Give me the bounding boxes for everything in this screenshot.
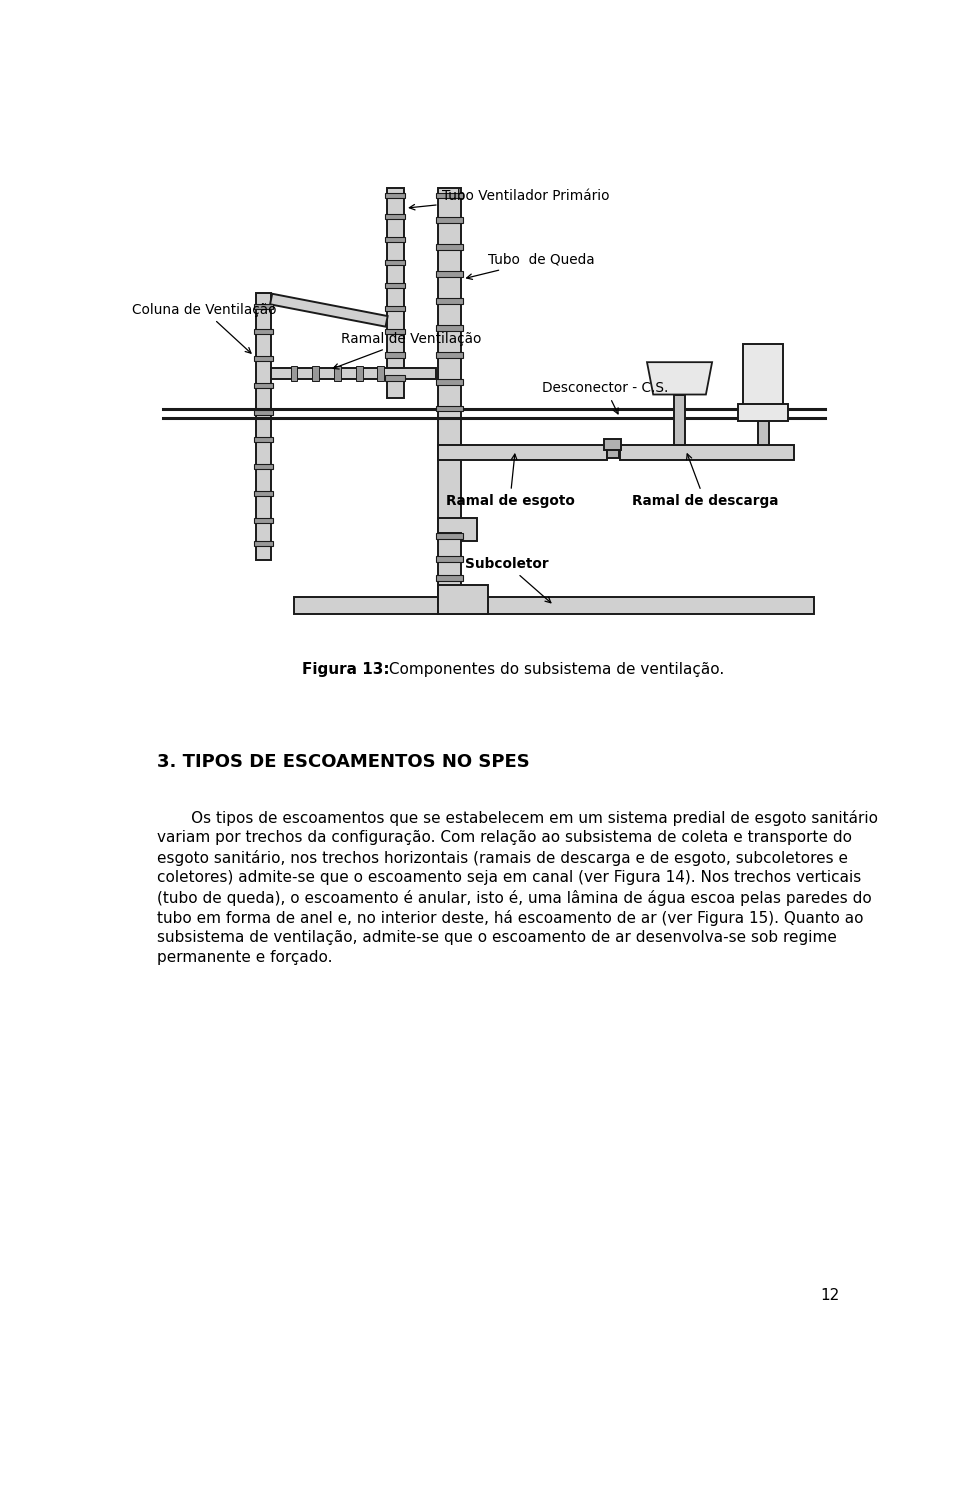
Text: 12: 12 <box>820 1288 839 1303</box>
Bar <box>334 365 341 380</box>
Text: variam por trechos da configuração. Com relação ao subsistema de coleta e transp: variam por trechos da configuração. Com … <box>157 830 852 845</box>
Bar <box>436 352 463 358</box>
Bar <box>438 188 461 534</box>
Bar <box>254 437 273 443</box>
Bar <box>254 517 273 523</box>
Bar <box>271 368 436 379</box>
Text: Coluna de Ventilação: Coluna de Ventilação <box>132 303 276 353</box>
Bar <box>738 404 788 420</box>
Bar <box>674 395 685 444</box>
Text: Desconector - C.S.: Desconector - C.S. <box>542 382 669 414</box>
Bar <box>436 192 463 198</box>
Text: esgoto sanitário, nos trechos horizontais (ramais de descarga e de esgoto, subco: esgoto sanitário, nos trechos horizontai… <box>157 850 849 866</box>
Bar <box>355 365 363 380</box>
Bar <box>385 306 405 312</box>
Text: Tubo Ventilador Primário: Tubo Ventilador Primário <box>409 189 610 210</box>
Text: tubo em forma de anel e, no interior deste, há escoamento de ar (ver Figura 15).: tubo em forma de anel e, no interior des… <box>157 911 864 926</box>
Bar <box>438 586 488 614</box>
Bar <box>387 188 403 398</box>
Bar <box>436 271 463 277</box>
Text: permanente e forçado.: permanente e forçado. <box>157 950 333 966</box>
Text: Componentes do subsistema de ventilação.: Componentes do subsistema de ventilação. <box>383 662 724 677</box>
Bar <box>254 383 273 388</box>
Bar <box>295 596 814 614</box>
Bar <box>436 576 463 581</box>
Text: coletores) admite-se que o escoamento seja em canal (ver Figura 14). Nos trechos: coletores) admite-se que o escoamento se… <box>157 871 861 886</box>
Text: subsistema de ventilação, admite-se que o escoamento de ar desenvolva-se sob reg: subsistema de ventilação, admite-se que … <box>157 930 837 945</box>
Bar <box>254 541 273 546</box>
Bar <box>607 450 619 458</box>
Bar <box>436 218 463 222</box>
Bar <box>436 534 463 538</box>
Text: Ramal de esgoto: Ramal de esgoto <box>445 455 574 508</box>
Bar <box>385 213 405 219</box>
Polygon shape <box>647 362 712 395</box>
Bar <box>436 245 463 250</box>
Bar <box>377 365 384 380</box>
Bar <box>436 298 463 304</box>
Bar <box>254 330 273 334</box>
Bar <box>385 352 405 358</box>
Bar <box>438 534 461 605</box>
Bar <box>385 330 405 334</box>
Bar <box>743 344 783 417</box>
Bar <box>436 556 463 562</box>
Bar <box>385 237 405 242</box>
Bar <box>605 440 621 450</box>
Bar <box>385 376 405 380</box>
Text: Figura 13:: Figura 13: <box>302 662 390 677</box>
Bar <box>254 491 273 497</box>
Text: 3. TIPOS DE ESCOAMENTOS NO SPES: 3. TIPOS DE ESCOAMENTOS NO SPES <box>157 753 530 771</box>
Text: Subcoletor: Subcoletor <box>465 558 551 602</box>
Bar <box>254 304 273 309</box>
Polygon shape <box>270 294 388 327</box>
Bar <box>436 379 463 385</box>
Bar <box>254 410 273 416</box>
Bar <box>620 444 794 459</box>
Bar <box>438 517 476 541</box>
Bar <box>385 192 405 198</box>
Text: Tubo  de Queda: Tubo de Queda <box>467 253 595 279</box>
Text: Os tipos de escoamentos que se estabelecem em um sistema predial de esgoto sanit: Os tipos de escoamentos que se estabelec… <box>157 810 878 826</box>
Bar <box>757 420 769 444</box>
Bar <box>385 283 405 288</box>
Text: Ramal de Ventilação: Ramal de Ventilação <box>333 332 481 370</box>
Text: (tubo de queda), o escoamento é anular, isto é, uma lâmina de água escoa pelas p: (tubo de queda), o escoamento é anular, … <box>157 890 872 907</box>
Bar <box>385 259 405 265</box>
Text: Ramal de descarga: Ramal de descarga <box>632 453 778 508</box>
Bar <box>438 444 607 459</box>
Bar <box>254 464 273 470</box>
Bar <box>436 325 463 331</box>
Bar <box>291 365 298 380</box>
Bar <box>254 356 273 361</box>
Bar <box>312 365 319 380</box>
Bar <box>255 292 271 561</box>
Bar <box>436 406 463 412</box>
